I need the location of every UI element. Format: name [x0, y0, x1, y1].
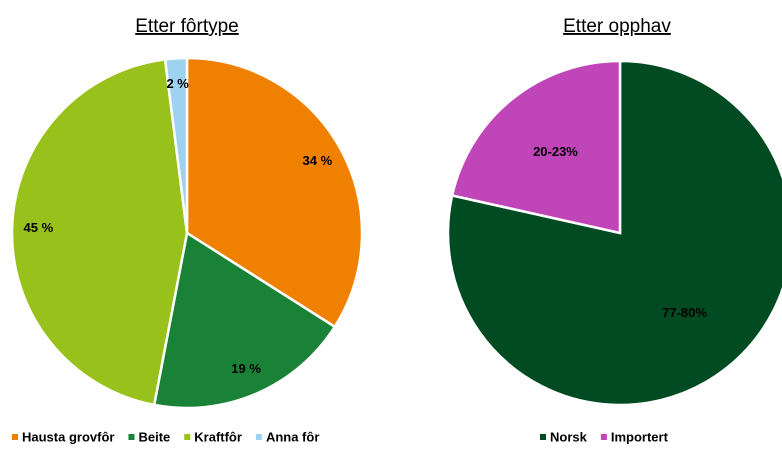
- data-label: 19 %: [231, 361, 261, 376]
- legend-label: Beite: [138, 429, 170, 444]
- legend-label: Importert: [611, 429, 669, 444]
- legend-swatch: [600, 434, 607, 440]
- pie-slice: [152, 230, 337, 410]
- data-label: 2 %: [166, 76, 189, 91]
- legend-label: Kraftfôr: [194, 429, 242, 444]
- pie-slice: [163, 56, 189, 234]
- legend-label: Hausta grovfôr: [22, 429, 114, 444]
- legend-swatch: [255, 434, 262, 440]
- legend-swatch: [128, 434, 135, 440]
- legend-swatch: [540, 434, 546, 440]
- chart-title: Etter fôrtype: [135, 16, 239, 37]
- pie-slice: [450, 59, 622, 235]
- legend-swatch: [12, 434, 18, 440]
- chart-title: Etter opphav: [563, 16, 671, 37]
- data-label: 45 %: [24, 220, 54, 235]
- legend-swatch: [184, 434, 191, 440]
- pie-slice: [10, 57, 189, 407]
- legend-label: Anna fôr: [266, 429, 319, 444]
- data-label: 20-23%: [533, 144, 578, 159]
- legend-label: Norsk: [550, 429, 588, 444]
- data-label: 77-80%: [662, 305, 707, 320]
- data-label: 34 %: [303, 153, 333, 168]
